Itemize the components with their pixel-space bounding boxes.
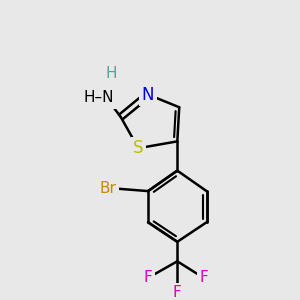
Text: N: N — [102, 88, 114, 106]
Text: S: S — [133, 139, 144, 157]
Text: Br: Br — [100, 181, 116, 196]
Text: F: F — [173, 285, 182, 300]
Text: H–N: H–N — [83, 90, 114, 105]
Text: F: F — [199, 270, 208, 285]
Text: N: N — [142, 85, 154, 103]
Text: H: H — [105, 66, 117, 81]
Text: F: F — [144, 270, 152, 285]
